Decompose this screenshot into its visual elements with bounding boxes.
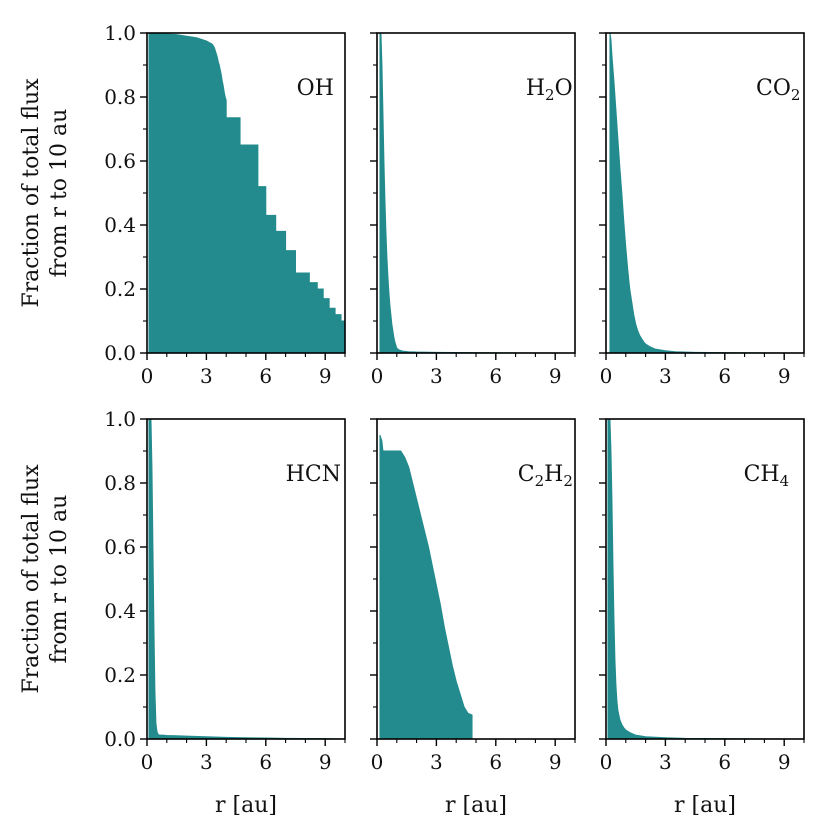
x-tick-label: 3 bbox=[430, 364, 443, 388]
y-tick-label: 1.0 bbox=[104, 407, 136, 431]
x-tick-label: 6 bbox=[718, 750, 731, 774]
molecule-label-co2: CO2 bbox=[756, 76, 800, 104]
axes-frame-h2o bbox=[376, 32, 576, 354]
x-tick-label: 9 bbox=[549, 364, 562, 388]
panel-c2h2: 0 3 6 9 C2H2 r [au] bbox=[370, 418, 576, 818]
flux-area-oh bbox=[148, 33, 345, 353]
flux-area-co2 bbox=[609, 33, 804, 353]
x-tick-label: 0 bbox=[141, 750, 154, 774]
flux-area-c2h2 bbox=[379, 434, 473, 739]
molecule-label-ch4: CH4 bbox=[744, 462, 790, 490]
x-tick-label: 0 bbox=[371, 364, 384, 388]
molecule-label-h2o: H2O bbox=[526, 76, 573, 104]
x-tick-label: 0 bbox=[600, 364, 613, 388]
x-tick-label: 0 bbox=[371, 750, 384, 774]
y-tick-label: 0.0 bbox=[104, 341, 136, 365]
x-tick-label: 0 bbox=[600, 750, 613, 774]
x-tick-label: 9 bbox=[778, 750, 791, 774]
y-axis-label-row-1: Fraction of total flux from r to 10 au bbox=[19, 78, 72, 308]
x-tick-label: 9 bbox=[319, 364, 332, 388]
x-tick-label: 0 bbox=[141, 364, 154, 388]
y-tick-label: 0.6 bbox=[104, 149, 136, 173]
y-tick-label: 0.4 bbox=[104, 599, 136, 623]
x-tick-label: 6 bbox=[718, 364, 731, 388]
x-tick-label: 3 bbox=[659, 364, 672, 388]
y-tick-label: 0.6 bbox=[104, 535, 136, 559]
y-axis-label-row-2: Fraction of total flux from r to 10 au bbox=[19, 464, 72, 694]
molecule-label-c2h2: C2H2 bbox=[518, 462, 573, 490]
x-tick-label: 3 bbox=[659, 750, 672, 774]
x-tick-label: 9 bbox=[549, 750, 562, 774]
y-tick-label: 0.4 bbox=[104, 213, 136, 237]
panel-hcn: 0 3 6 9 0.0 0.2 0.4 0.6 0.8 1.0 HCN r [au] bbox=[104, 407, 346, 818]
y-tick-label: 0.2 bbox=[104, 277, 136, 301]
y-axis-label-line-2: from r to 10 au bbox=[47, 495, 72, 664]
y-tick-label: 0.8 bbox=[104, 85, 136, 109]
molecule-label-hcn: HCN bbox=[286, 462, 341, 487]
x-tick-label: 9 bbox=[319, 750, 332, 774]
y-axis-label-line-1: Fraction of total flux bbox=[19, 78, 44, 308]
flux-area-h2o bbox=[379, 33, 575, 353]
panel-h2o: 0 3 6 9 H2O bbox=[370, 32, 576, 388]
panel-ch4: 0 3 6 9 CH4 r [au] bbox=[599, 418, 805, 818]
panel-co2: 0 3 6 9 CO2 bbox=[599, 32, 805, 388]
x-axis-label: r [au] bbox=[674, 793, 736, 818]
molecule-label-oh: OH bbox=[297, 76, 334, 101]
x-tick-label: 3 bbox=[200, 750, 213, 774]
x-axis-label: r [au] bbox=[445, 793, 507, 818]
x-axis-label: r [au] bbox=[215, 793, 277, 818]
panel-oh: 0 3 6 9 0.0 0.2 0.4 0.6 0.8 1.0 OH bbox=[104, 21, 346, 388]
y-tick-label: 1.0 bbox=[104, 21, 136, 45]
x-tick-label: 3 bbox=[430, 750, 443, 774]
x-tick-label: 9 bbox=[778, 364, 791, 388]
y-axis-label-line-1: Fraction of total flux bbox=[19, 464, 44, 694]
y-axis-label-line-2: from r to 10 au bbox=[47, 109, 72, 278]
y-tick-label: 0.8 bbox=[104, 471, 136, 495]
y-tick-label: 0.0 bbox=[104, 727, 136, 751]
x-tick-label: 6 bbox=[489, 750, 502, 774]
x-tick-label: 6 bbox=[259, 750, 272, 774]
x-tick-label: 6 bbox=[489, 364, 502, 388]
y-tick-label: 0.2 bbox=[104, 663, 136, 687]
x-tick-label: 6 bbox=[259, 364, 272, 388]
x-tick-label: 3 bbox=[200, 364, 213, 388]
